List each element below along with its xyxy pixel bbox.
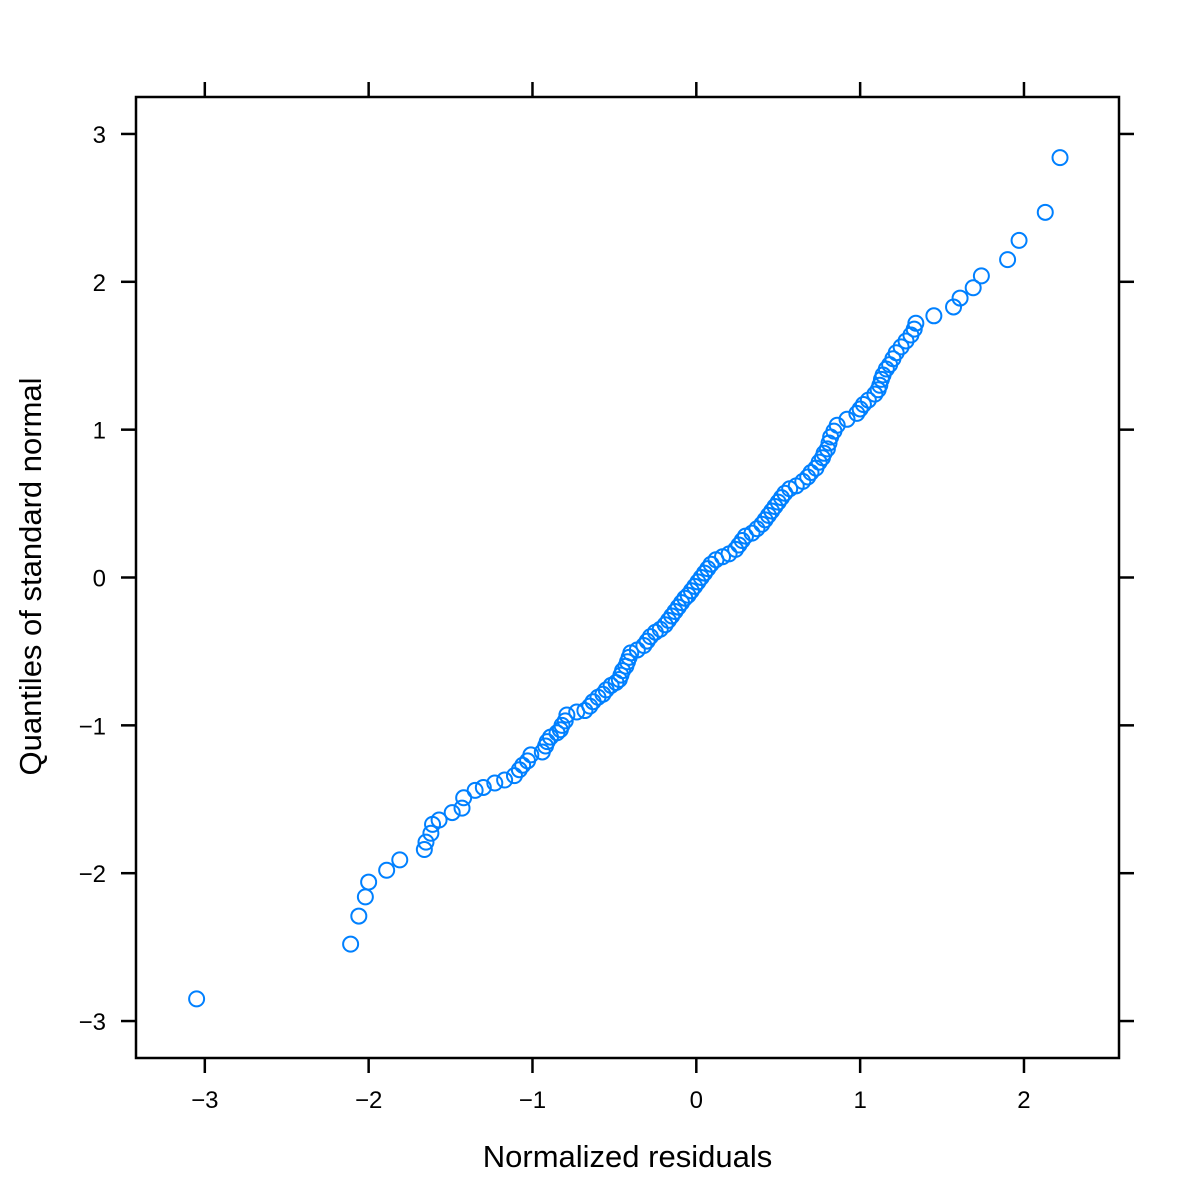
x-axis-ticks: −3 −2 −1 0 1 2 <box>191 82 1031 1114</box>
data-point <box>360 873 378 891</box>
data-point <box>1036 203 1054 221</box>
y-tick-label: 0 <box>93 566 106 593</box>
data-point <box>614 662 632 680</box>
data-point <box>417 833 435 851</box>
data-point <box>1010 231 1028 249</box>
data-point <box>391 851 409 869</box>
data-point <box>514 756 532 774</box>
x-tick-label: 0 <box>690 1087 703 1114</box>
data-point <box>925 307 943 325</box>
data-point <box>474 778 492 796</box>
data-point <box>897 332 915 350</box>
x-tick-label: 2 <box>1017 1087 1030 1114</box>
data-point <box>505 767 523 785</box>
y-tick-label: −1 <box>79 713 106 740</box>
data-points <box>188 149 1069 1008</box>
data-point <box>907 314 925 332</box>
data-point <box>378 861 396 879</box>
data-point <box>638 632 656 650</box>
data-point <box>188 990 206 1008</box>
data-point <box>522 746 540 764</box>
data-point <box>594 685 612 703</box>
data-point <box>951 289 969 307</box>
plot-frame <box>134 95 1121 1060</box>
data-point <box>810 453 828 471</box>
data-point <box>496 771 514 789</box>
data-point <box>466 781 484 799</box>
data-point <box>972 267 990 285</box>
data-point <box>443 804 461 822</box>
data-point <box>553 716 571 734</box>
y-tick-label: 3 <box>93 122 106 149</box>
y-tick-label: −2 <box>79 861 106 888</box>
data-point <box>356 888 374 906</box>
data-point <box>854 396 872 414</box>
data-point <box>342 935 360 953</box>
y-axis-ticks: −3 −2 −1 0 1 2 3 <box>79 122 1134 1036</box>
data-point <box>350 907 368 925</box>
data-point <box>892 338 910 356</box>
data-point <box>851 400 869 418</box>
x-axis-title: Normalized residuals <box>483 1139 772 1174</box>
data-point <box>964 279 982 297</box>
x-tick-label: 1 <box>853 1087 866 1114</box>
data-point <box>866 385 884 403</box>
y-tick-label: 2 <box>93 270 106 297</box>
data-point <box>558 706 576 724</box>
data-point <box>453 799 471 817</box>
y-axis-title: Quantiles of standard normal <box>13 377 48 775</box>
data-point <box>802 464 820 482</box>
data-point <box>828 416 846 434</box>
data-point <box>838 410 856 428</box>
data-point <box>422 824 440 842</box>
data-point <box>815 444 833 462</box>
data-point <box>1051 149 1069 167</box>
x-tick-label: −2 <box>355 1087 382 1114</box>
data-point <box>415 841 433 859</box>
data-point <box>538 733 556 751</box>
y-tick-label: 1 <box>93 418 106 445</box>
y-tick-label: −3 <box>79 1009 106 1036</box>
data-point <box>430 811 448 829</box>
x-tick-label: −1 <box>519 1087 546 1114</box>
data-point <box>887 344 905 362</box>
x-tick-label: −3 <box>191 1087 218 1114</box>
data-point <box>743 524 761 542</box>
data-point <box>999 251 1017 269</box>
data-point <box>486 774 504 792</box>
